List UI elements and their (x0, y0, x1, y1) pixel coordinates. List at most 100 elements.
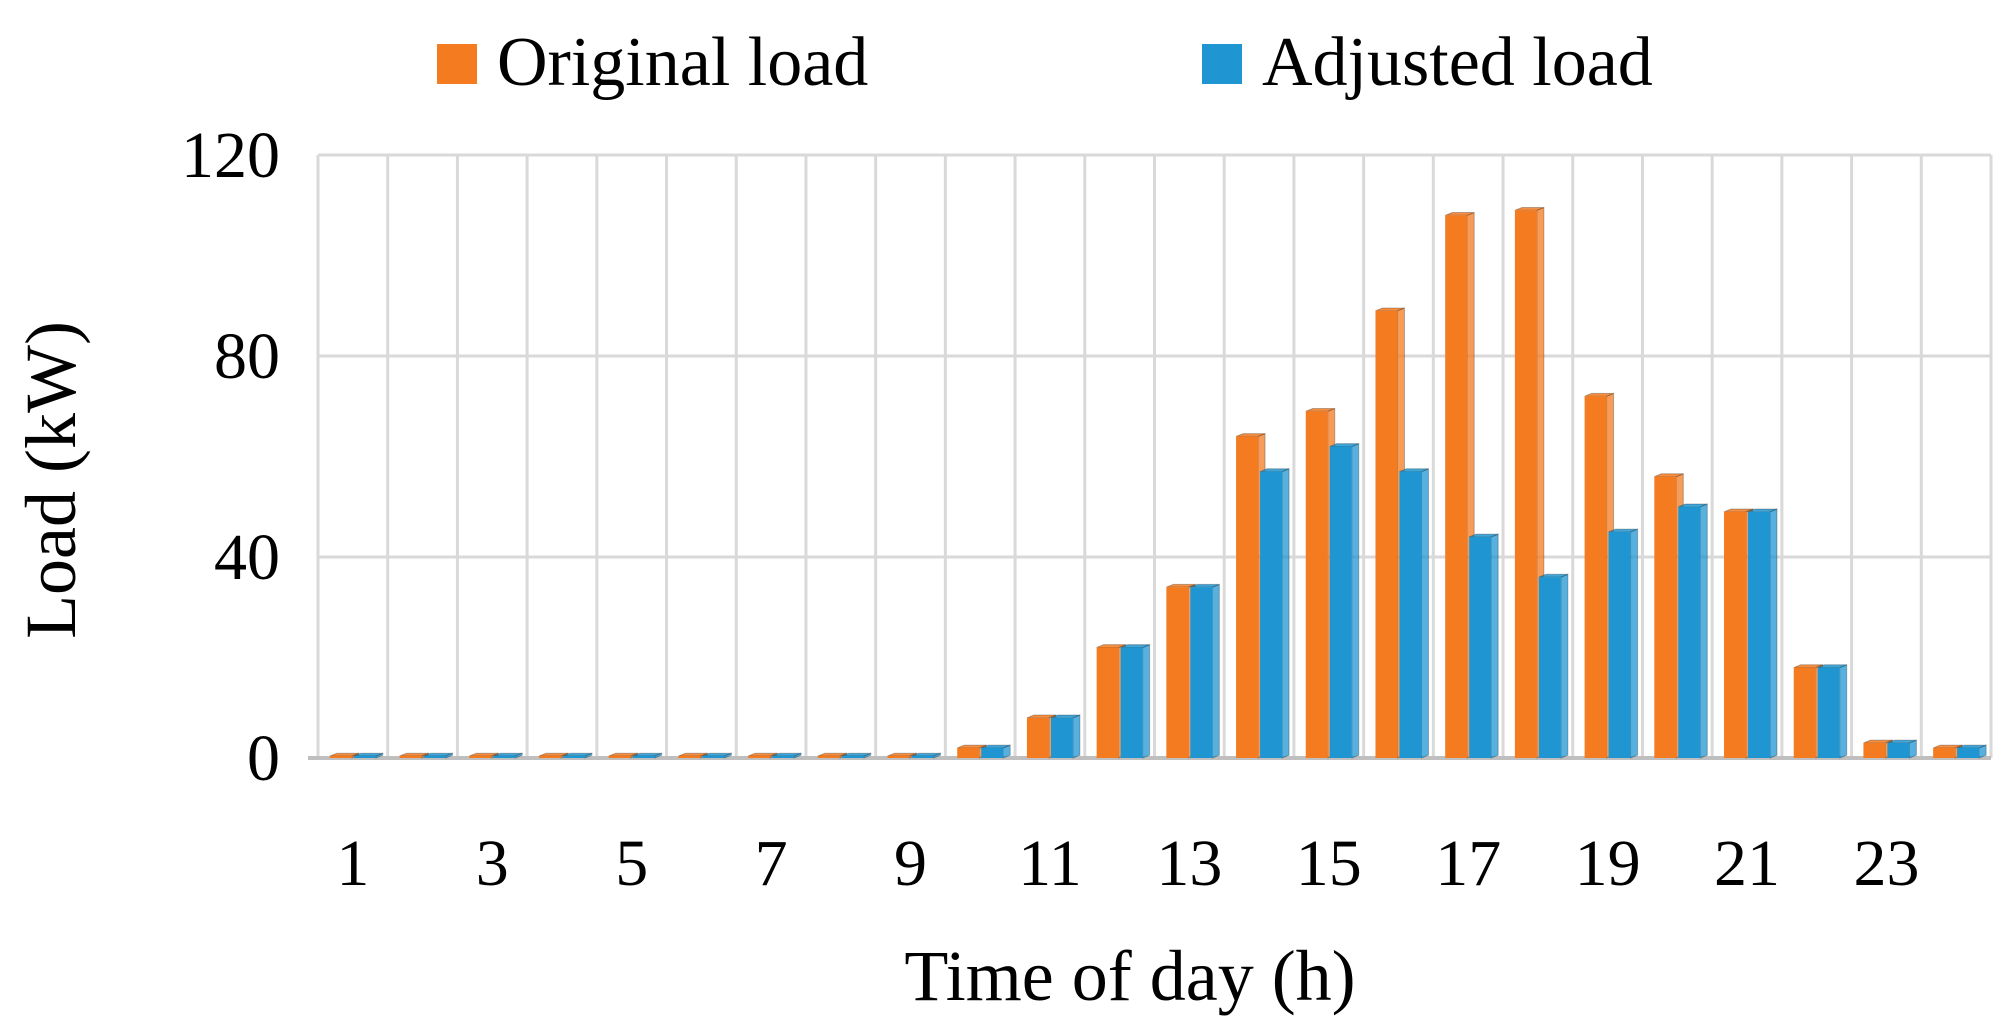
bar-adjusted-2 (423, 752, 454, 759)
x-tick-label: 3 (476, 827, 509, 900)
bar-side (1142, 643, 1151, 759)
bar-front (469, 756, 492, 758)
bar-front (1933, 747, 1956, 758)
legend-label-adjusted: Adjusted load (1262, 24, 1653, 101)
bar-adjusted-16 (1399, 468, 1429, 759)
x-tick-label: 9 (894, 827, 927, 900)
bar-front (1445, 215, 1468, 759)
bar-adjusted-21 (1747, 508, 1778, 759)
x-tick-label: 13 (1156, 827, 1222, 900)
bar-side (1351, 442, 1360, 759)
x-tick-label: 19 (1575, 827, 1641, 900)
bar-front (1584, 396, 1607, 758)
y-tick-label: 0 (247, 722, 280, 795)
bar-front (1678, 506, 1701, 758)
bar-adjusted-3 (493, 752, 523, 759)
bar-front (1399, 471, 1422, 758)
bar-front (1724, 511, 1747, 758)
x-tick-label: 15 (1296, 827, 1362, 900)
x-axis-title: Time of day (h) (904, 936, 1355, 1016)
bar-front (1050, 717, 1073, 758)
bar-front (1654, 476, 1677, 758)
bar-front (1260, 471, 1283, 758)
bar-adjusted-23 (1887, 739, 1917, 759)
bar-front (538, 756, 561, 758)
bar-front (1190, 587, 1213, 758)
legend-swatch-adjusted (1202, 44, 1242, 84)
bar-front (1957, 747, 1980, 758)
bar-side (1281, 468, 1290, 759)
bar-front (399, 756, 422, 758)
y-tick-label: 120 (181, 119, 280, 192)
bar-front (1793, 667, 1816, 758)
bar-adjusted-12 (1120, 643, 1151, 759)
bar-adjusted-7 (771, 752, 802, 759)
bar-side (1769, 508, 1778, 759)
bar-side (1211, 583, 1220, 759)
x-tick-label: 23 (1853, 827, 1919, 900)
bar-adjusted-24 (1956, 744, 1987, 759)
bar-adjusted-8 (841, 752, 872, 759)
bar-front (678, 756, 701, 758)
x-tick-label: 17 (1435, 827, 1501, 900)
bar-original-6 (678, 752, 708, 759)
bar-side (1839, 664, 1848, 759)
bar-front (911, 756, 934, 758)
bar-adjusted-19 (1608, 528, 1639, 759)
bar-front (329, 756, 352, 758)
bar-side (1560, 573, 1569, 759)
bar-side (1420, 468, 1429, 759)
legend-label-original: Original load (497, 24, 868, 101)
y-axis-title: Load (kW) (11, 321, 91, 639)
bar-side (1072, 714, 1081, 759)
y-tick-label: 40 (214, 521, 280, 594)
bar-front (887, 756, 910, 758)
bar-front (1026, 717, 1049, 758)
bar-front (1305, 411, 1328, 758)
x-tick-label: 21 (1714, 827, 1780, 900)
bar-front (1748, 511, 1771, 758)
gridlines (308, 153, 1993, 760)
bar-front (1538, 577, 1561, 758)
bar-front (772, 756, 795, 758)
x-tick-label: 11 (1018, 827, 1082, 900)
bar-adjusted-14 (1259, 468, 1290, 759)
bar-front (1863, 742, 1886, 758)
bar-adjusted-15 (1329, 442, 1360, 759)
bars (329, 206, 1987, 759)
bar-adjusted-17 (1469, 533, 1499, 759)
bar-adjusted-4 (562, 752, 593, 759)
bar-front (1236, 436, 1259, 758)
bar-front (1469, 536, 1492, 758)
bar-front (841, 756, 864, 758)
bar-front (493, 756, 516, 758)
bar-front (1120, 647, 1143, 758)
bar-adjusted-6 (702, 752, 732, 759)
bar-front (1375, 310, 1398, 758)
bar-front (957, 747, 980, 758)
legend-swatch-original (437, 44, 477, 84)
bar-side (1630, 528, 1639, 759)
bar-front (1608, 531, 1631, 758)
bar-front (1887, 742, 1910, 758)
bar-front (423, 756, 446, 758)
bar-front (1514, 210, 1537, 758)
bar-front (1817, 667, 1840, 758)
bar-side (1699, 503, 1708, 759)
bar-adjusted-11 (1050, 714, 1081, 759)
bar-front (702, 756, 725, 758)
bar-adjusted-20 (1678, 503, 1708, 759)
bar-adjusted-18 (1538, 573, 1569, 759)
bar-front (1096, 647, 1119, 758)
bar-adjusted-5 (632, 752, 663, 759)
legend: Original load Adjusted load (437, 24, 1653, 101)
bar-front (1166, 587, 1189, 758)
x-tick-labels: 1 3 5 7 9 11 13 15 17 19 21 23 (336, 827, 1919, 900)
bar-adjusted-22 (1817, 664, 1848, 759)
bar-adjusted-1 (353, 752, 384, 759)
y-tick-label: 80 (214, 320, 280, 393)
x-tick-label: 5 (615, 827, 648, 900)
x-tick-label: 7 (755, 827, 788, 900)
bar-front (817, 756, 840, 758)
